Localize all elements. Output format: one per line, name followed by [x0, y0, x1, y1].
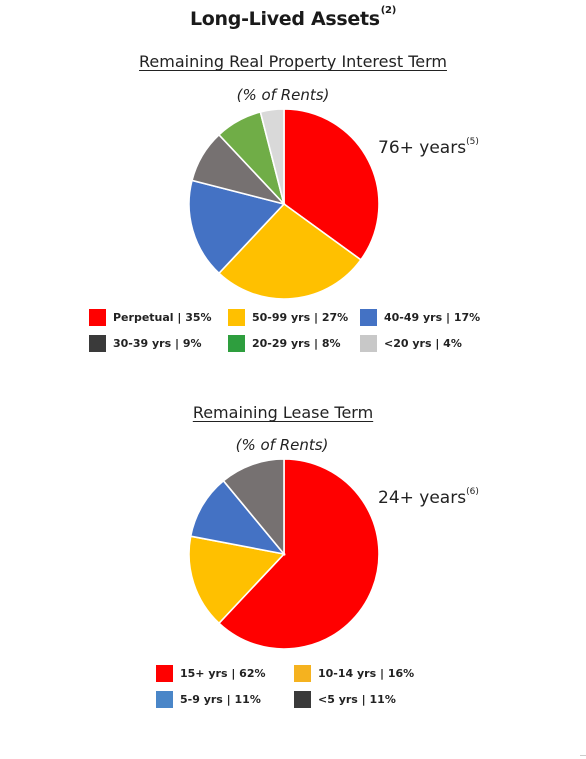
chart-2-callout-footnote: (6)	[466, 487, 479, 497]
chart-1-slice-40-49-yrs	[188, 179, 286, 275]
legend-item: <5 yrs | 11%	[294, 691, 396, 708]
legend-swatch	[156, 691, 173, 708]
legend-label: Perpetual | 35%	[113, 311, 212, 324]
legend-swatch	[228, 309, 245, 326]
chart-1-slice-20-yrs	[259, 108, 285, 205]
legend-item: 20-29 yrs | 8%	[228, 335, 341, 352]
chart-1-pie	[188, 108, 380, 300]
page-title: Long-Lived Assets(2)	[0, 5, 586, 30]
legend-label: 50-99 yrs | 27%	[252, 311, 349, 324]
legend-label: <5 yrs | 11%	[318, 693, 396, 706]
legend-item: 50-99 yrs | 27%	[228, 309, 348, 326]
legend-item: 40-49 yrs | 17%	[360, 309, 480, 326]
page-edge-mark	[580, 755, 586, 756]
legend-item: <20 yrs | 4%	[360, 335, 462, 352]
legend-item: 30-39 yrs | 9%	[89, 335, 202, 352]
page-title-text: Long-Lived Assets	[190, 8, 380, 30]
legend-label: 20-29 yrs | 8%	[252, 337, 341, 350]
chart-2-subtitle: (% of Rents)	[235, 436, 329, 454]
legend-swatch	[228, 335, 245, 352]
chart-2-slice-5-yrs	[222, 458, 285, 557]
chart-1-title: Remaining Real Property Interest Term	[139, 52, 447, 71]
chart-2-callout: 24+ years(6)	[378, 487, 479, 508]
chart-1-callout: 76+ years(5)	[378, 137, 479, 158]
legend-swatch	[294, 691, 311, 708]
legend-swatch	[294, 665, 311, 682]
legend-item: 15+ yrs | 62%	[156, 665, 266, 682]
legend-item: 10-14 yrs | 16%	[294, 665, 414, 682]
legend-label: 5-9 yrs | 11%	[180, 693, 261, 706]
chart-1-subtitle: (% of Rents)	[236, 86, 330, 104]
legend-label: 15+ yrs | 62%	[180, 667, 266, 680]
chart-1-callout-text: 76+ years	[378, 138, 467, 158]
chart-2-callout-text: 24+ years	[378, 488, 467, 508]
legend-label: 40-49 yrs | 17%	[384, 311, 481, 324]
legend-swatch	[89, 335, 106, 352]
legend-item: 5-9 yrs | 11%	[156, 691, 261, 708]
legend-swatch	[89, 309, 106, 326]
chart-1-callout-footnote: (5)	[466, 137, 479, 147]
chart-1-slice-50-99-yrs	[217, 202, 362, 300]
legend-label: <20 yrs | 4%	[384, 337, 462, 350]
chart-2-title: Remaining Lease Term	[192, 403, 374, 422]
legend-swatch	[360, 335, 377, 352]
legend-label: 30-39 yrs | 9%	[113, 337, 202, 350]
chart-2-pie	[188, 458, 380, 650]
chart-1-slice-perpetual	[283, 108, 380, 261]
legend-swatch	[156, 665, 173, 682]
page-title-footnote: (2)	[380, 5, 397, 16]
chart-2-slice-15-yrs	[217, 458, 380, 650]
chart-2-slice-10-14-yrs	[188, 535, 286, 625]
chart-2-slice-5-9-yrs	[189, 479, 287, 556]
legend-swatch	[360, 309, 377, 326]
legend-item: Perpetual | 35%	[89, 309, 212, 326]
legend-label: 10-14 yrs | 16%	[318, 667, 415, 680]
